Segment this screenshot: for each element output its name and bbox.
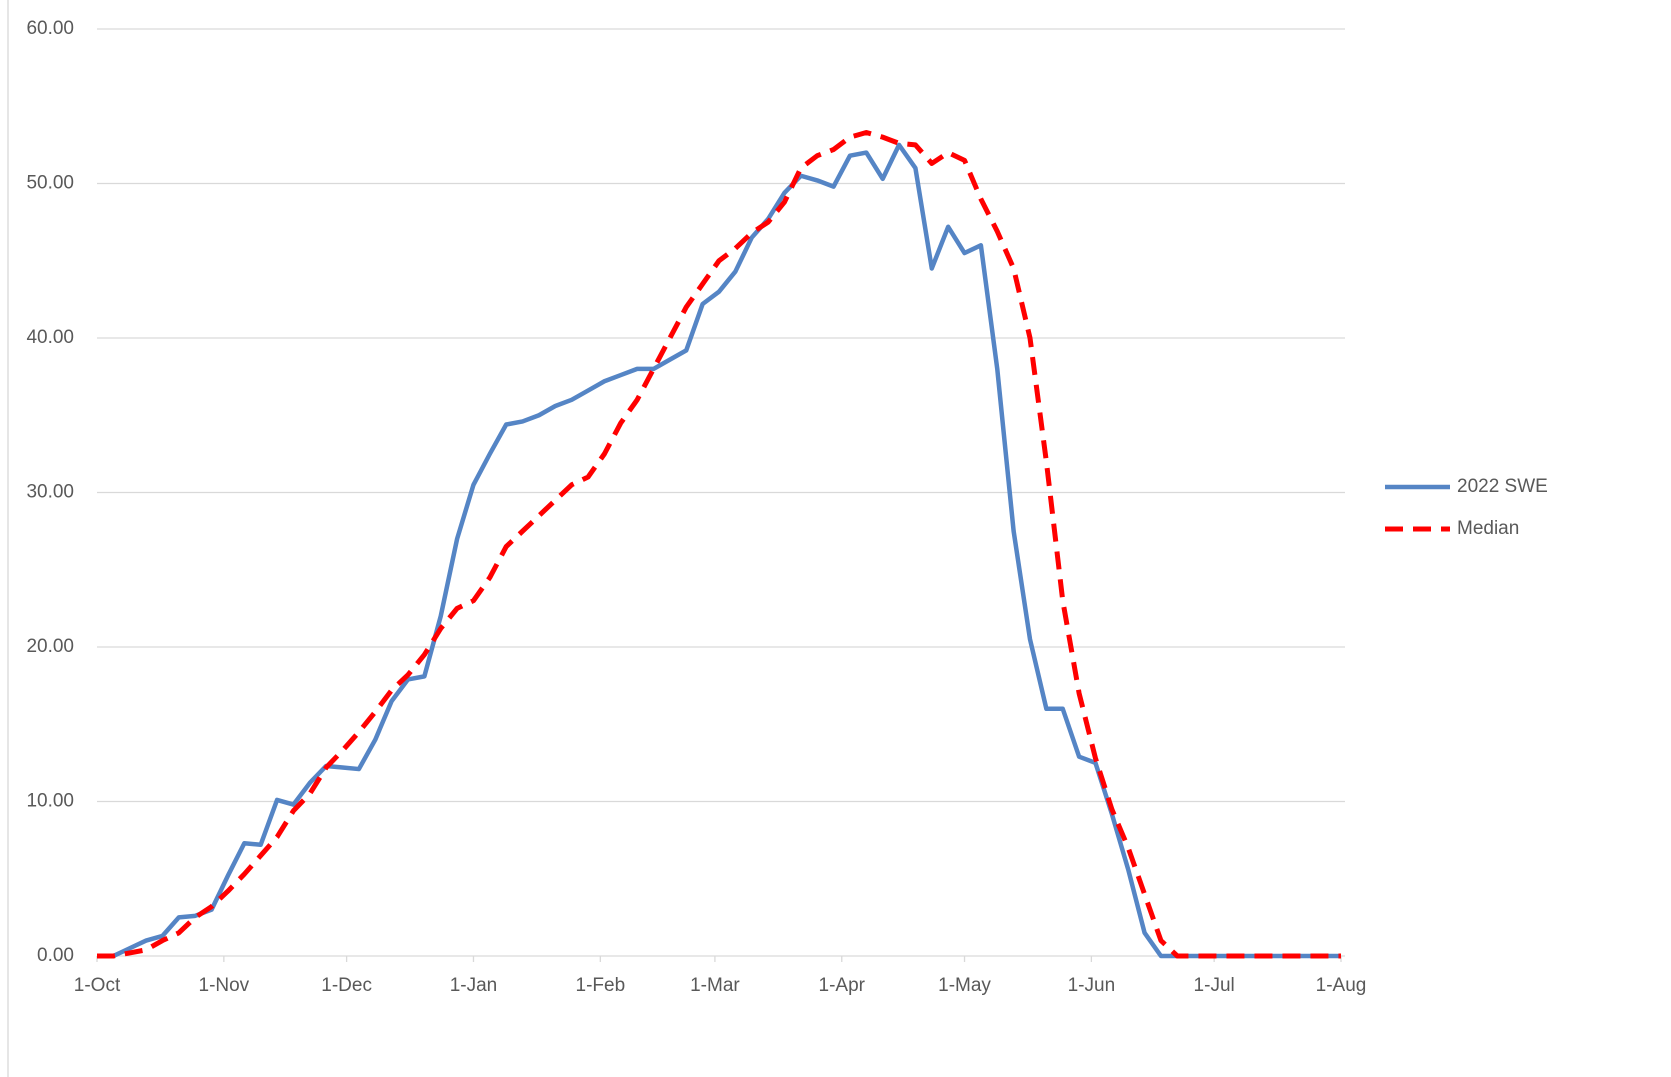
x-tick-label: 1-Oct: [74, 975, 121, 996]
x-tick-label: 1-Feb: [576, 975, 626, 996]
x-tick-label: 1-Dec: [321, 975, 372, 996]
y-tick-label: 30.00: [26, 482, 74, 503]
x-tick-label: 1-Nov: [199, 975, 250, 996]
legend-label: Median: [1457, 518, 1519, 539]
x-tick-label: 1-Mar: [690, 975, 740, 996]
x-tick-label: 1-Jan: [450, 975, 498, 996]
y-tick-label: 40.00: [26, 327, 74, 348]
y-tick-label: 20.00: [26, 636, 74, 657]
y-tick-label: 10.00: [26, 791, 74, 812]
x-tick-label: 1-Aug: [1316, 975, 1367, 996]
series-line: [97, 142, 1341, 959]
legend-label: 2022 SWE: [1457, 476, 1548, 497]
y-tick-label: 60.00: [26, 18, 74, 39]
series-line: [97, 130, 1341, 959]
x-tick-label: 1-Jun: [1068, 975, 1116, 996]
x-tick-label: 1-Apr: [819, 975, 866, 996]
y-tick-label: 50.00: [26, 173, 74, 194]
y-tick-label: 0.00: [37, 945, 74, 966]
x-tick-label: 1-May: [938, 975, 991, 996]
x-tick-label: 1-Jul: [1194, 975, 1235, 996]
